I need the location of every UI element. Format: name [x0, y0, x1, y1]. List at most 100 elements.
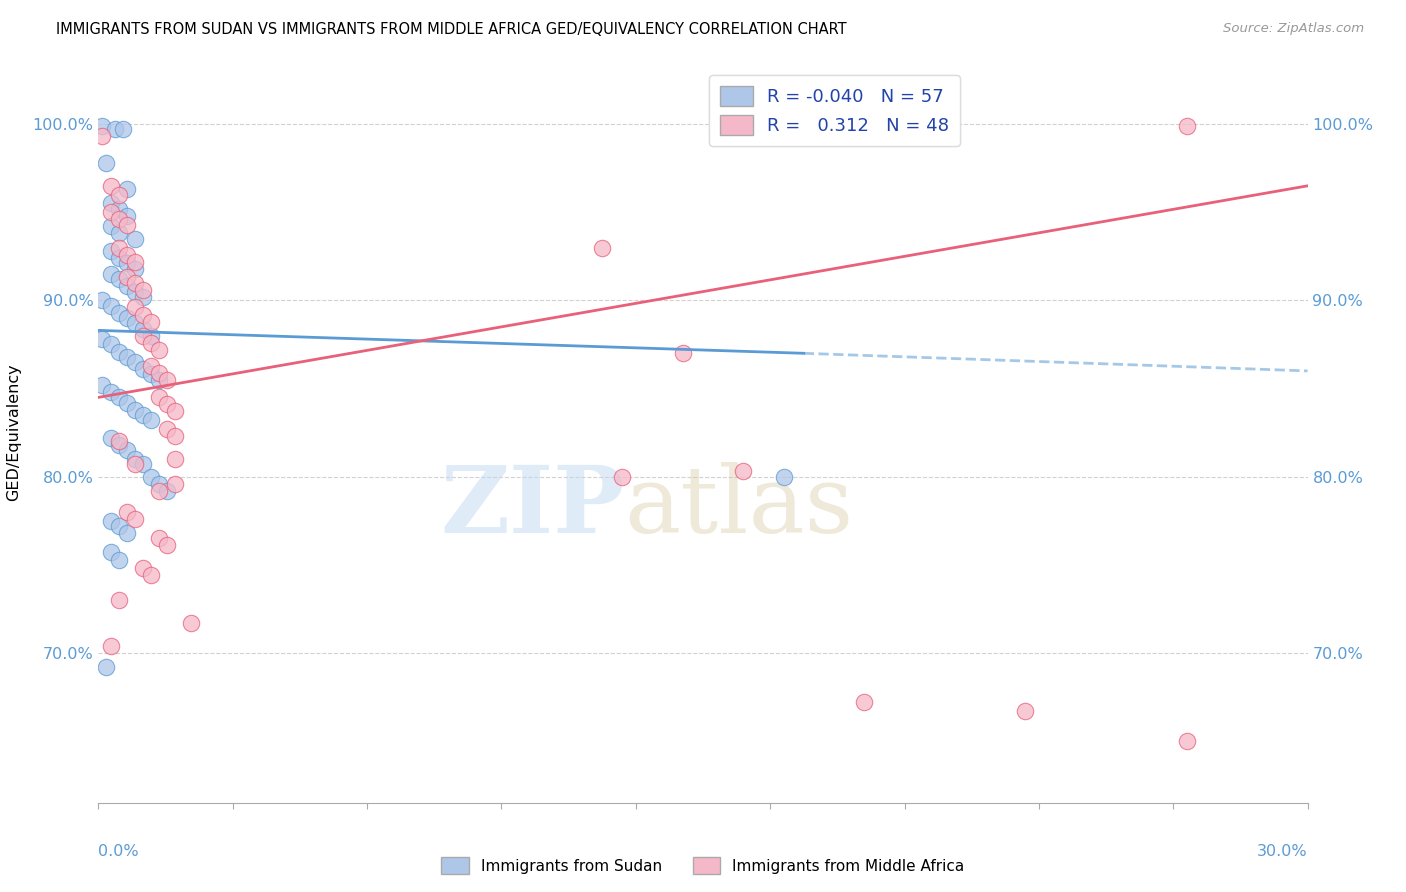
Point — [139, 335, 162, 350]
Point — [772, 469, 794, 483]
Point — [132, 328, 155, 343]
Point — [107, 519, 129, 533]
Legend: Immigrants from Sudan, Immigrants from Middle Africa: Immigrants from Sudan, Immigrants from M… — [436, 851, 970, 880]
Point — [107, 552, 129, 566]
Point — [107, 306, 129, 320]
Point — [156, 422, 179, 436]
Point — [163, 452, 186, 467]
Point — [132, 362, 155, 376]
Text: ZIP: ZIP — [440, 462, 624, 551]
Point — [91, 119, 114, 133]
Point — [148, 373, 170, 387]
Point — [1014, 704, 1036, 718]
Point — [139, 368, 162, 382]
Point — [115, 209, 138, 223]
Point — [115, 218, 138, 232]
Point — [100, 244, 122, 258]
Point — [132, 458, 155, 472]
Point — [100, 385, 122, 400]
Point — [1175, 734, 1198, 748]
Point — [115, 311, 138, 326]
Point — [124, 254, 146, 268]
Point — [107, 272, 129, 286]
Point — [96, 660, 118, 674]
Point — [100, 299, 122, 313]
Point — [100, 205, 122, 219]
Point — [100, 196, 122, 211]
Point — [1175, 119, 1198, 133]
Point — [124, 261, 146, 276]
Point — [115, 256, 138, 270]
Text: Source: ZipAtlas.com: Source: ZipAtlas.com — [1223, 22, 1364, 36]
Point — [124, 316, 146, 330]
Point — [96, 156, 118, 170]
Point — [100, 514, 122, 528]
Point — [132, 321, 155, 335]
Point — [107, 202, 129, 216]
Point — [139, 469, 162, 483]
Point — [132, 308, 155, 322]
Point — [163, 476, 186, 491]
Point — [148, 366, 170, 380]
Point — [148, 532, 170, 546]
Point — [111, 122, 134, 136]
Point — [124, 452, 146, 467]
Point — [733, 464, 755, 478]
Point — [100, 431, 122, 445]
Point — [107, 212, 129, 227]
Point — [156, 538, 179, 552]
Point — [115, 279, 138, 293]
Point — [115, 182, 138, 196]
Y-axis label: GED/Equivalency: GED/Equivalency — [7, 364, 21, 501]
Point — [139, 359, 162, 373]
Text: IMMIGRANTS FROM SUDAN VS IMMIGRANTS FROM MIDDLE AFRICA GED/EQUIVALENCY CORRELATI: IMMIGRANTS FROM SUDAN VS IMMIGRANTS FROM… — [56, 22, 846, 37]
Point — [100, 267, 122, 281]
Point — [148, 343, 170, 357]
Point — [132, 290, 155, 304]
Point — [115, 443, 138, 458]
Point — [107, 390, 129, 404]
Point — [148, 483, 170, 498]
Point — [156, 397, 179, 411]
Point — [91, 378, 114, 392]
Point — [124, 355, 146, 369]
Point — [672, 346, 695, 360]
Point — [107, 227, 129, 241]
Point — [853, 695, 876, 709]
Point — [124, 301, 146, 315]
Point — [107, 593, 129, 607]
Point — [124, 512, 146, 526]
Point — [115, 270, 138, 285]
Point — [107, 434, 129, 449]
Point — [91, 332, 114, 346]
Point — [124, 285, 146, 299]
Point — [91, 293, 114, 308]
Point — [100, 337, 122, 351]
Point — [107, 344, 129, 359]
Point — [107, 240, 129, 254]
Point — [139, 328, 162, 343]
Point — [100, 639, 122, 653]
Legend: R = -0.040   N = 57, R =   0.312   N = 48: R = -0.040 N = 57, R = 0.312 N = 48 — [710, 75, 960, 145]
Point — [148, 476, 170, 491]
Point — [115, 505, 138, 519]
Point — [612, 469, 634, 483]
Point — [156, 373, 179, 387]
Point — [124, 402, 146, 417]
Point — [124, 232, 146, 246]
Point — [107, 251, 129, 265]
Text: 0.0%: 0.0% — [98, 844, 139, 858]
Point — [132, 408, 155, 422]
Point — [100, 178, 122, 193]
Point — [91, 129, 114, 144]
Point — [591, 240, 613, 254]
Point — [100, 545, 122, 559]
Point — [103, 122, 125, 136]
Point — [115, 395, 138, 409]
Point — [107, 187, 129, 202]
Point — [148, 390, 170, 404]
Text: 30.0%: 30.0% — [1257, 844, 1308, 858]
Point — [115, 526, 138, 541]
Point — [139, 413, 162, 427]
Point — [163, 429, 186, 443]
